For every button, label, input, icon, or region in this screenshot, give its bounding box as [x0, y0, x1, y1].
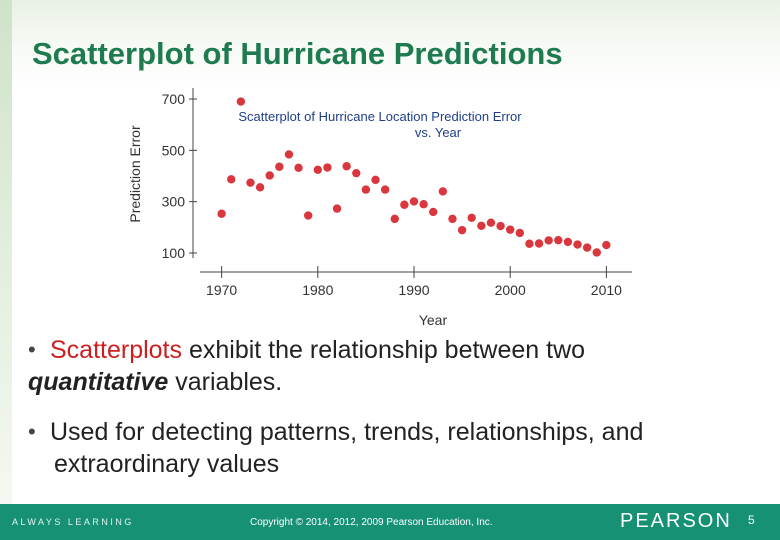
title-band	[12, 0, 780, 86]
data-point	[438, 187, 448, 196]
data-point	[265, 171, 274, 180]
copyright-text: Copyright © 2014, 2012, 2009 Pearson Edu…	[250, 517, 493, 528]
bullet-marker: •	[28, 419, 36, 444]
data-point	[573, 240, 582, 249]
highlight-term: Scatterplots	[50, 336, 183, 364]
data-point	[602, 240, 611, 250]
x-tick-label: 1990	[398, 282, 429, 298]
data-point	[429, 207, 438, 217]
data-point	[323, 163, 332, 172]
y-tick-label: 500	[162, 142, 186, 158]
data-point	[380, 185, 390, 194]
data-point	[313, 165, 323, 175]
data-point	[505, 225, 515, 234]
bullet-item: • Used for detecting patterns, trends, r…	[28, 416, 768, 480]
y-tick-label: 700	[162, 91, 186, 107]
left-accent-strip	[0, 0, 12, 505]
data-point	[255, 183, 265, 192]
bullet-item: • Scatterplots exhibit the relationship …	[28, 334, 768, 398]
x-tick-label: 1970	[206, 282, 237, 298]
footer-bar: ALWAYS LEARNING Copyright © 2014, 2012, …	[0, 504, 780, 540]
data-point	[525, 239, 534, 248]
bullet-text: variables.	[168, 368, 283, 396]
bullet-marker: •	[28, 337, 36, 362]
y-tick-label: 100	[162, 245, 186, 261]
data-point	[217, 209, 226, 218]
data-point	[400, 200, 409, 209]
x-axis-label: Year	[419, 312, 448, 328]
data-point	[457, 225, 467, 235]
data-point	[515, 228, 525, 238]
data-point	[496, 221, 505, 231]
page-number: 5	[748, 513, 755, 527]
chart-subtitle: vs. Year	[415, 125, 462, 140]
x-tick-label: 1980	[302, 282, 333, 298]
data-point	[409, 197, 419, 206]
data-point	[448, 214, 457, 224]
data-point	[227, 175, 236, 184]
data-point	[390, 214, 399, 224]
x-tick-label: 2000	[495, 282, 526, 298]
data-point	[284, 150, 294, 159]
chart-title: Scatterplot of Hurricane Location Predic…	[238, 109, 522, 124]
data-point	[477, 221, 486, 230]
data-point	[236, 97, 246, 106]
data-point	[534, 239, 544, 248]
data-point	[563, 237, 573, 247]
data-point	[486, 218, 496, 227]
x-tick-label: 2010	[591, 282, 622, 298]
bullet-text: exhibit the relationship between two	[182, 336, 586, 364]
data-point	[361, 185, 371, 194]
data-point	[554, 235, 563, 245]
data-point	[246, 178, 255, 187]
data-point	[303, 211, 313, 220]
data-point	[275, 162, 284, 171]
scatterplot-chart: 100 300 500 700 1970 1980 1990 2000 2010 Scatter…	[127, 88, 632, 328]
y-tick-label: 300	[162, 194, 186, 210]
bullet-text: Used for detecting patterns, trends, rel…	[50, 418, 644, 446]
bullet-continuation: quantitative variables.	[28, 366, 768, 398]
data-point	[582, 243, 592, 252]
chart-points	[217, 97, 611, 257]
chart-axes: 100 300 500 700 1970 1980 1990 2000 2010	[162, 88, 632, 298]
data-point	[342, 162, 351, 171]
data-point	[294, 163, 303, 172]
data-point	[419, 200, 428, 209]
bullet-continuation: extraordinary values	[54, 450, 280, 478]
y-axis-label: Prediction Error	[127, 125, 143, 223]
emphasis-term: quantitative	[28, 368, 169, 396]
bullet-list: • Scatterplots exhibit the relationship …	[28, 334, 768, 480]
data-point	[352, 168, 361, 178]
data-point	[467, 213, 476, 223]
data-point	[371, 175, 380, 185]
slide-title: Scatterplot of Hurricane Predictions	[32, 36, 563, 71]
pearson-logo: PEARSON	[620, 510, 732, 532]
data-point	[332, 204, 342, 213]
footer-tagline: ALWAYS LEARNING	[12, 517, 134, 527]
data-point	[592, 248, 601, 257]
data-point	[544, 236, 553, 245]
